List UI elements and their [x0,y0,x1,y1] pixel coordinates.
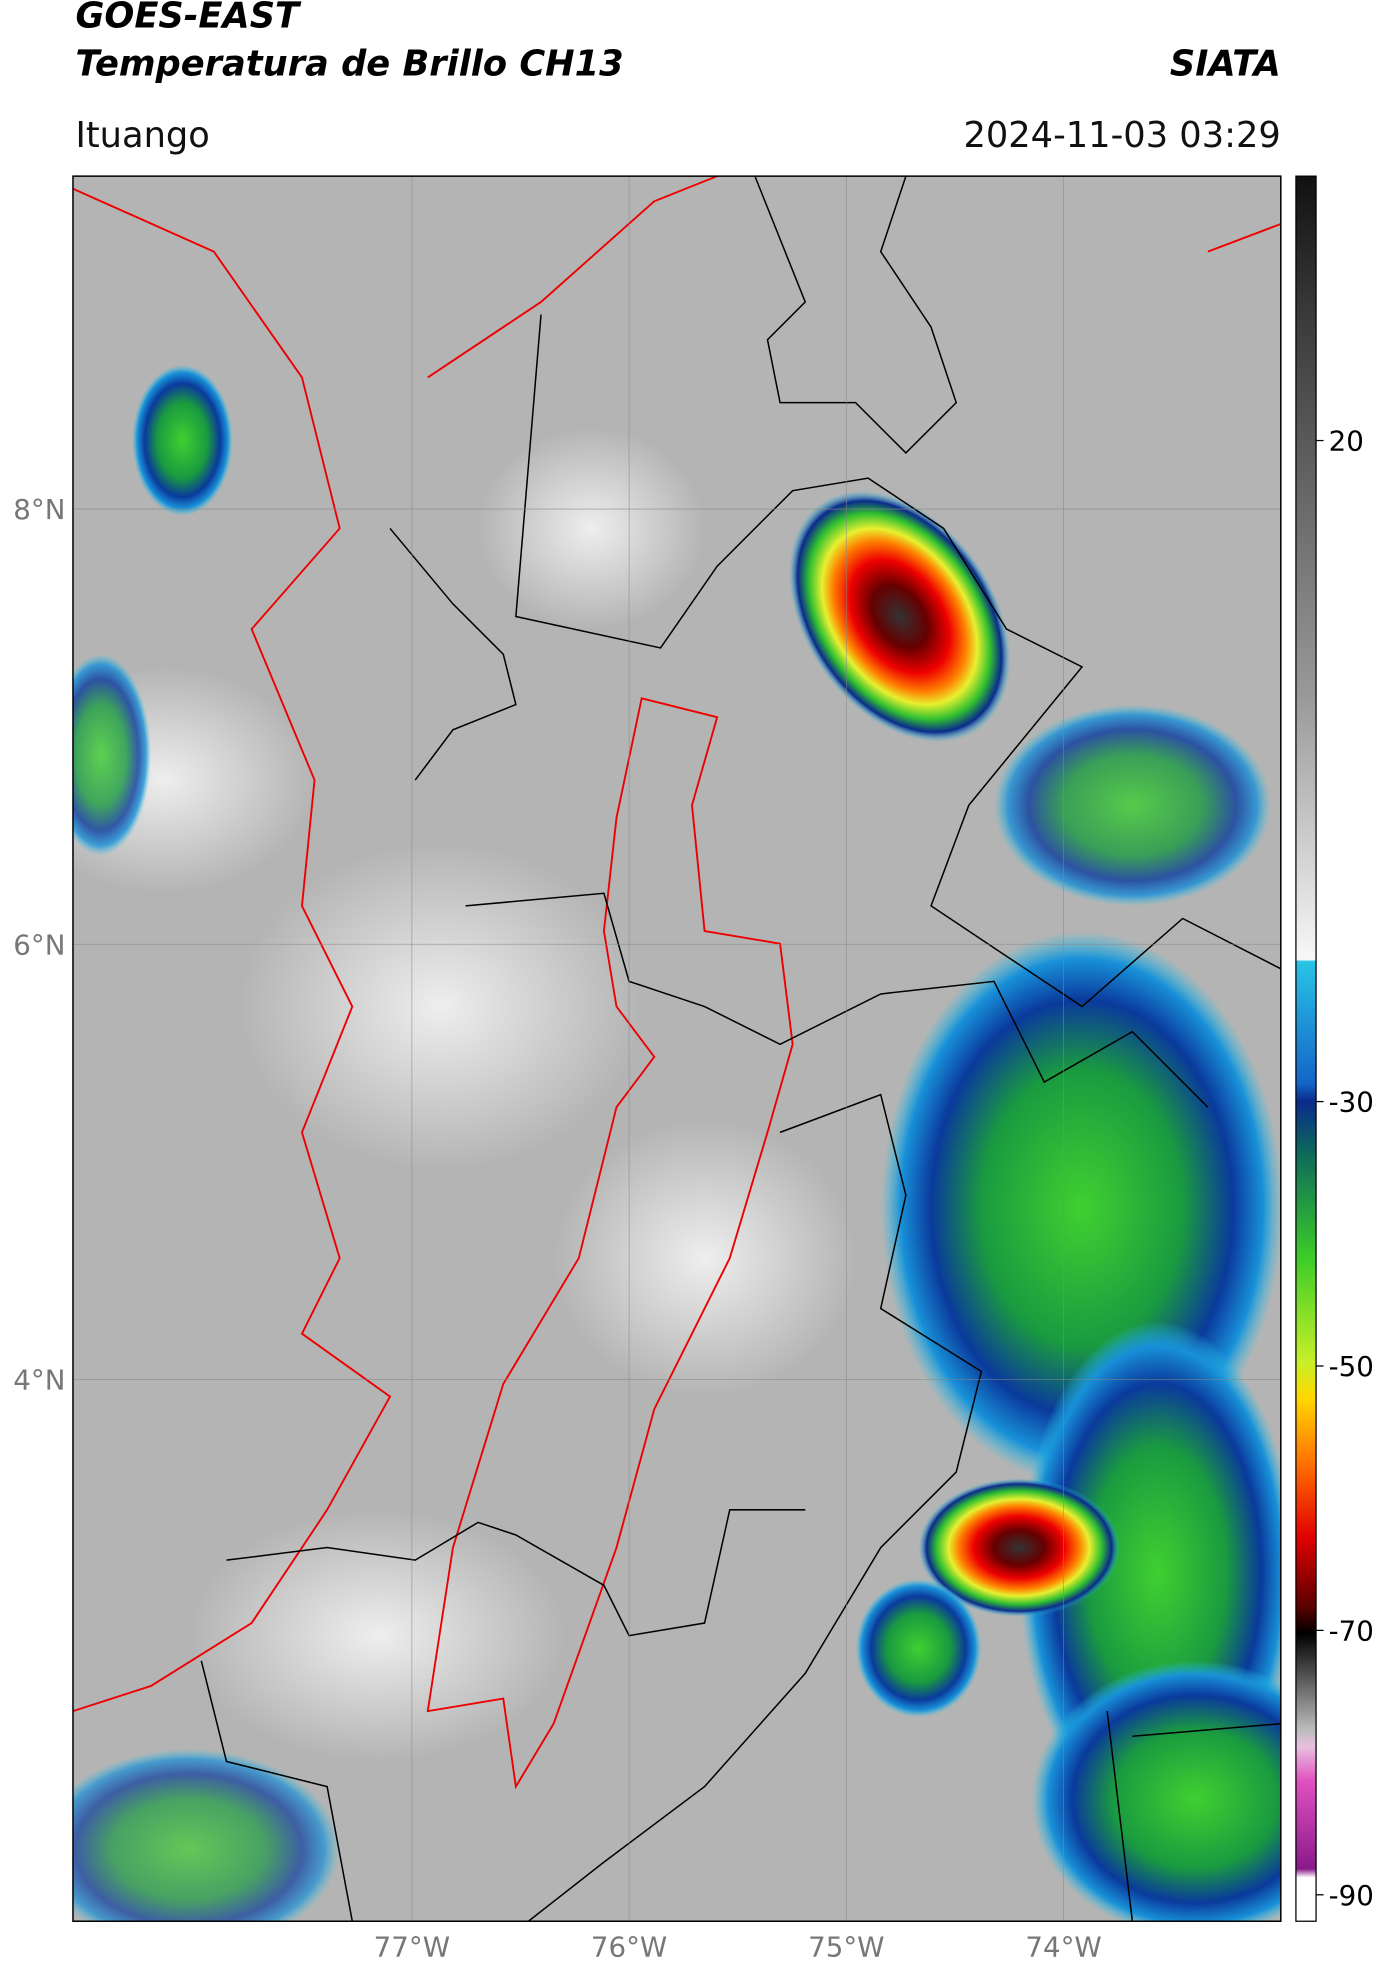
lon-tick-label: 75°W [808,1930,884,1963]
agency: SIATA [1170,43,1281,84]
satellite: GOES-EAST [75,0,302,37]
lat-tick-label: 6°N [13,928,65,961]
graticule [72,176,1281,1922]
lon-tick-label: 77°W [374,1930,450,1963]
map-frame [72,175,1282,1922]
colorbar-tick-label: -50 [1329,1350,1374,1383]
colorbar [1295,175,1317,1922]
lat-tick-label: 8°N [13,493,65,526]
location: Ituango [75,115,209,156]
datetime: 2024-11-03 03:29 [963,115,1280,156]
lat-tick-label: 4°N [13,1363,65,1396]
colorbar-tick-label: -30 [1329,1086,1374,1119]
colorbar-tick-label: -90 [1329,1879,1374,1912]
map-image [72,176,1281,1922]
colorbar-tick-label: 20 [1329,425,1364,458]
lon-tick-label: 74°W [1025,1930,1101,1963]
colorbar-tick-label: -70 [1329,1614,1374,1647]
product: Temperatura de Brillo CH13 [75,43,623,84]
lon-tick-label: 76°W [591,1930,667,1963]
